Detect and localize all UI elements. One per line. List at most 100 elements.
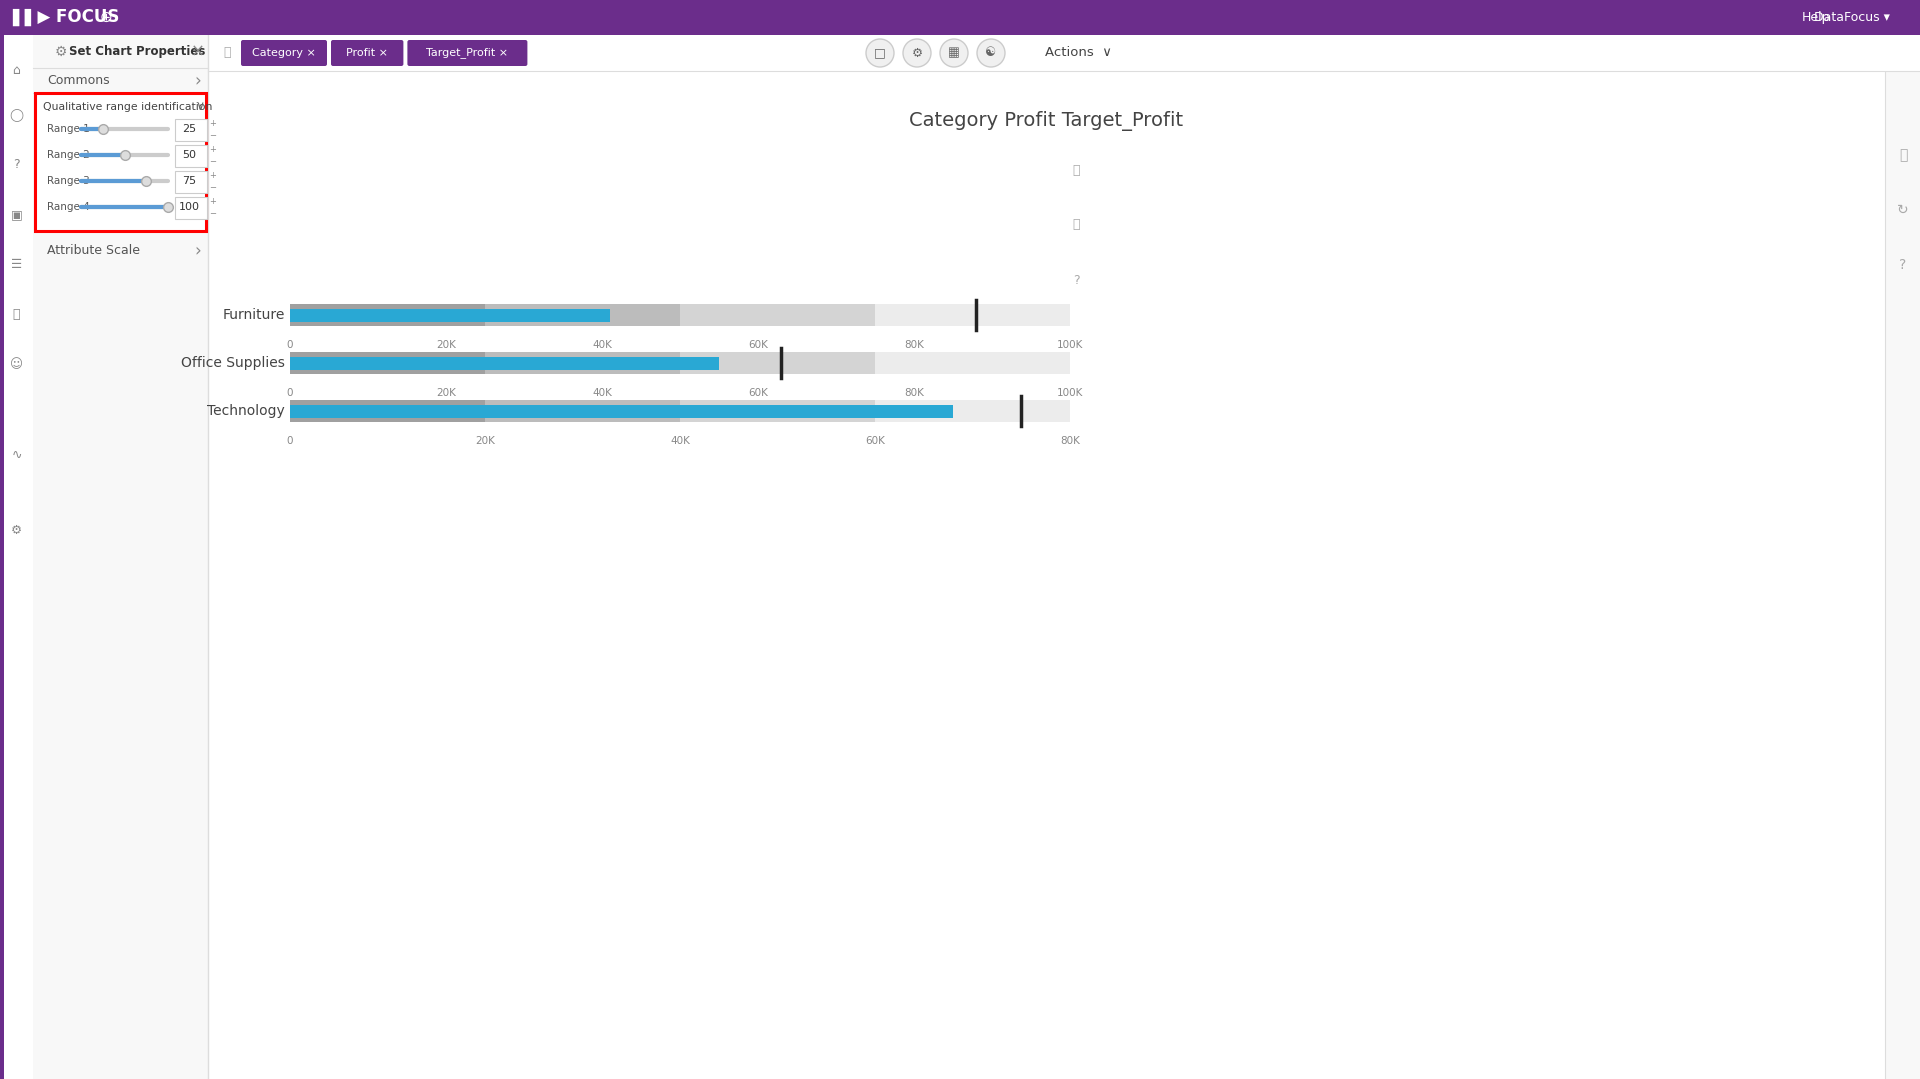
Text: Technology: Technology	[207, 404, 284, 418]
Text: 20K: 20K	[436, 388, 455, 398]
Text: 50: 50	[182, 150, 196, 160]
FancyBboxPatch shape	[290, 304, 486, 326]
Text: 0: 0	[286, 340, 294, 350]
FancyBboxPatch shape	[290, 400, 1069, 422]
FancyBboxPatch shape	[290, 304, 876, 326]
Text: Profit ×: Profit ×	[346, 47, 388, 58]
FancyBboxPatch shape	[290, 352, 876, 374]
Text: 80K: 80K	[1060, 436, 1079, 446]
Text: ▦: ▦	[948, 46, 960, 59]
Text: 📈: 📈	[1899, 148, 1907, 162]
Text: ⚙: ⚙	[56, 45, 67, 59]
FancyBboxPatch shape	[1885, 71, 1920, 1079]
Text: ▌▌▶ FOCUS: ▌▌▶ FOCUS	[12, 9, 119, 27]
FancyBboxPatch shape	[407, 40, 528, 66]
Text: +: +	[209, 197, 217, 206]
Text: Range 3: Range 3	[46, 176, 90, 186]
Text: Actions  ∨: Actions ∨	[1044, 46, 1112, 59]
Text: 75: 75	[182, 176, 196, 186]
FancyBboxPatch shape	[290, 356, 718, 369]
Text: 🔄: 🔄	[1071, 219, 1079, 232]
Text: ⚙: ⚙	[12, 523, 23, 536]
Text: Set Chart Properties: Set Chart Properties	[69, 45, 205, 58]
FancyBboxPatch shape	[290, 352, 1069, 374]
Text: Range 1: Range 1	[46, 124, 90, 134]
Text: Qualitative range identification: Qualitative range identification	[42, 103, 213, 112]
Text: 100K: 100K	[1056, 340, 1083, 350]
FancyBboxPatch shape	[207, 35, 1920, 71]
FancyBboxPatch shape	[242, 40, 326, 66]
Text: Range 2: Range 2	[46, 150, 90, 160]
Text: +: +	[209, 146, 217, 154]
FancyBboxPatch shape	[175, 145, 207, 167]
FancyBboxPatch shape	[290, 304, 680, 326]
FancyBboxPatch shape	[175, 197, 207, 219]
Text: ∨: ∨	[196, 100, 205, 113]
Text: Office Supplies: Office Supplies	[180, 356, 284, 370]
FancyBboxPatch shape	[290, 352, 486, 374]
Text: 40K: 40K	[670, 436, 689, 446]
FancyBboxPatch shape	[33, 35, 207, 1079]
Text: ›: ›	[194, 242, 202, 260]
Text: 100: 100	[179, 202, 200, 211]
Text: Target_Profit ×: Target_Profit ×	[426, 47, 509, 58]
Text: ☺: ☺	[10, 358, 23, 371]
FancyBboxPatch shape	[0, 35, 33, 1079]
Text: ×: ×	[192, 43, 205, 62]
Text: 🔍: 🔍	[223, 46, 230, 59]
Text: DataFocus ▾: DataFocus ▾	[1814, 11, 1889, 24]
Text: □: □	[874, 46, 885, 59]
Circle shape	[902, 39, 931, 67]
Text: 60K: 60K	[749, 388, 768, 398]
FancyBboxPatch shape	[290, 352, 680, 374]
FancyBboxPatch shape	[0, 0, 1920, 35]
Text: 60K: 60K	[866, 436, 885, 446]
Text: Category ×: Category ×	[252, 47, 317, 58]
Text: 0: 0	[286, 436, 294, 446]
Text: ☯: ☯	[985, 46, 996, 59]
Text: ?: ?	[1899, 258, 1907, 272]
Text: Help: Help	[1801, 11, 1830, 24]
FancyBboxPatch shape	[290, 400, 486, 422]
FancyBboxPatch shape	[290, 405, 952, 418]
FancyBboxPatch shape	[290, 309, 611, 322]
Text: 40K: 40K	[591, 340, 612, 350]
Text: 📈: 📈	[1071, 164, 1079, 177]
Text: Attribute Scale: Attribute Scale	[46, 245, 140, 258]
Text: −: −	[209, 132, 217, 140]
Circle shape	[866, 39, 895, 67]
Text: 📋: 📋	[13, 309, 21, 322]
Text: 20K: 20K	[474, 436, 495, 446]
Text: 0: 0	[286, 388, 294, 398]
FancyBboxPatch shape	[175, 170, 207, 193]
Text: 100K: 100K	[1056, 388, 1083, 398]
Text: 25: 25	[182, 124, 196, 134]
Text: 80K: 80K	[904, 388, 924, 398]
Text: ↻: ↻	[1897, 203, 1908, 217]
Text: ∿: ∿	[12, 449, 21, 462]
Text: ▣: ▣	[12, 208, 23, 221]
Text: ◯: ◯	[10, 109, 23, 122]
FancyBboxPatch shape	[330, 40, 403, 66]
Text: ⌂: ⌂	[13, 64, 21, 77]
FancyBboxPatch shape	[175, 119, 207, 141]
FancyBboxPatch shape	[35, 93, 205, 231]
Text: 20K: 20K	[436, 340, 455, 350]
Text: −: −	[209, 158, 217, 166]
Text: ?: ?	[13, 159, 19, 172]
Circle shape	[941, 39, 968, 67]
FancyBboxPatch shape	[290, 400, 680, 422]
Text: ⊕: ⊕	[100, 10, 113, 25]
Text: Category Profit Target_Profit: Category Profit Target_Profit	[910, 111, 1183, 131]
FancyBboxPatch shape	[290, 304, 1069, 326]
Text: 80K: 80K	[904, 340, 924, 350]
Circle shape	[977, 39, 1004, 67]
Text: ›: ›	[194, 72, 202, 90]
Text: −: −	[209, 209, 217, 219]
Text: ?: ?	[1073, 273, 1079, 287]
Text: +: +	[209, 172, 217, 180]
Text: Commons: Commons	[46, 74, 109, 87]
Text: ⚙: ⚙	[912, 46, 924, 59]
FancyBboxPatch shape	[207, 71, 1885, 1079]
Text: 40K: 40K	[591, 388, 612, 398]
